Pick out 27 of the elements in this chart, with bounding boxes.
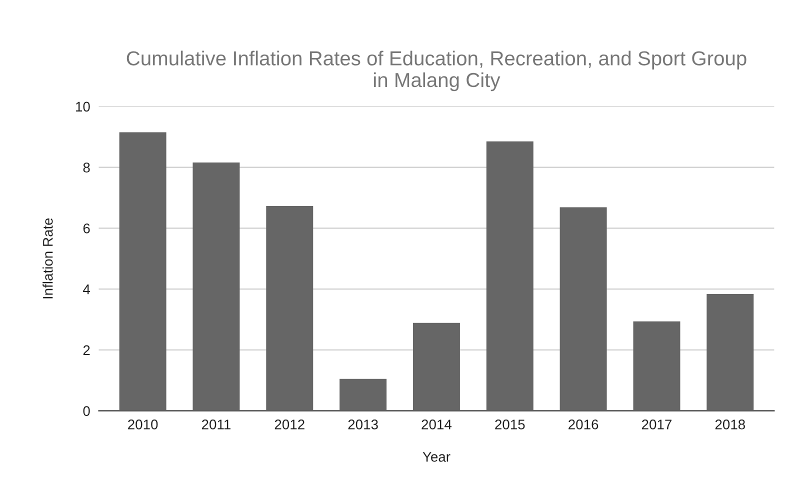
bar bbox=[486, 141, 534, 411]
bar bbox=[119, 132, 166, 411]
x-tick-label: 2013 bbox=[348, 420, 378, 430]
chart-title: Cumulative Inflation Rates of Education, Recreation, and Sport Group in Malang City bbox=[126, 50, 746, 92]
y-tick-label: 8 bbox=[83, 162, 90, 172]
bar bbox=[192, 162, 240, 411]
bar bbox=[706, 294, 754, 411]
y-tick-label: 0 bbox=[83, 406, 90, 416]
y-tick-label: 10 bbox=[76, 102, 90, 112]
x-tick-label: 2015 bbox=[495, 420, 525, 430]
y-tick-label: 4 bbox=[83, 284, 90, 294]
y-axis-title: Inflation Rate bbox=[42, 218, 53, 298]
x-axis-title: Year bbox=[422, 452, 450, 462]
bar bbox=[560, 207, 607, 411]
y-tick-label: 6 bbox=[83, 224, 90, 234]
x-tick-label: 2012 bbox=[274, 420, 304, 430]
x-tick-label: 2017 bbox=[642, 420, 672, 430]
bar bbox=[633, 321, 680, 411]
x-tick-label: 2016 bbox=[568, 420, 598, 430]
bar bbox=[340, 378, 387, 411]
x-tick-label: 2011 bbox=[202, 420, 230, 430]
bar bbox=[412, 322, 460, 411]
x-tick-label: 2010 bbox=[128, 420, 158, 430]
y-tick-label: 2 bbox=[83, 345, 90, 355]
x-tick-label: 2014 bbox=[422, 420, 452, 430]
bar bbox=[266, 206, 314, 411]
x-tick-label: 2018 bbox=[715, 420, 745, 430]
